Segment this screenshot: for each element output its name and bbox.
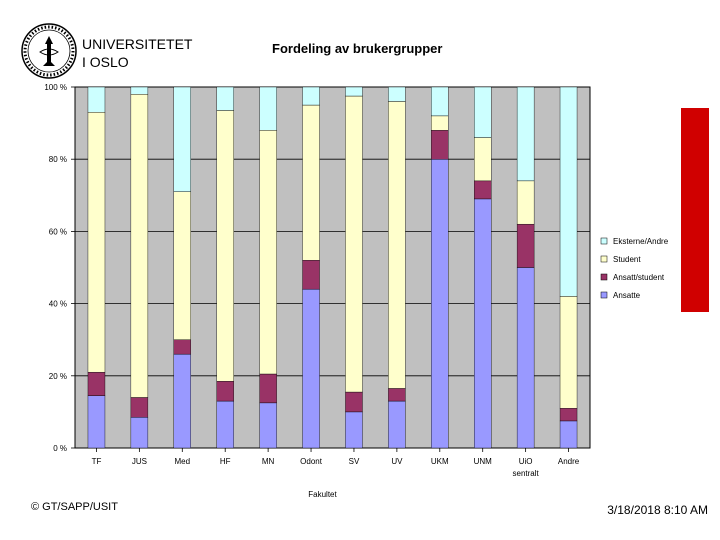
legend-swatch <box>600 255 608 263</box>
bar-segment <box>130 94 149 398</box>
x-tick-label: MN <box>262 457 275 466</box>
bar-segment <box>173 339 191 355</box>
bar-segment <box>302 104 320 261</box>
bar-segment <box>431 115 449 131</box>
bar-segment <box>259 130 277 375</box>
bar-segment <box>474 86 492 138</box>
x-tick-label: UV <box>391 457 403 466</box>
bar-segment <box>173 353 191 449</box>
y-tick-label: 0 % <box>53 444 67 453</box>
red-accent-bar <box>681 108 709 312</box>
x-tick-label: Andre <box>558 457 580 466</box>
footer-copyright: © GT/SAPP/USIT <box>31 501 118 513</box>
y-tick-label: 40 % <box>49 300 67 309</box>
bar-segment <box>87 395 106 449</box>
bar-segment <box>216 400 234 449</box>
bar-segment <box>87 371 106 396</box>
x-tick-label: UiO sentralt <box>513 457 540 478</box>
bar-segment <box>431 158 449 449</box>
bar-segment <box>388 86 406 102</box>
bar-segment <box>345 86 363 97</box>
legend-swatch <box>600 291 608 299</box>
bar-segment <box>516 223 535 268</box>
legend-label: Ansatt/student <box>613 273 665 282</box>
org-name-line2: I OSLO <box>82 54 129 70</box>
legend-label: Eksterne/Andre <box>613 237 669 246</box>
y-tick-label: 60 % <box>49 227 67 236</box>
bar-segment <box>302 288 320 449</box>
bar-segment <box>302 260 320 290</box>
bar-segment <box>559 408 578 422</box>
x-tick-label: JUS <box>132 457 147 466</box>
x-tick-label: UNM <box>474 457 493 466</box>
x-tick-label: HF <box>220 457 231 466</box>
bar-segment <box>559 296 578 409</box>
bar-segment <box>388 400 406 449</box>
x-tick-label: UKM <box>431 457 449 466</box>
bar-segment <box>345 95 363 393</box>
bar-segment <box>516 86 535 182</box>
bar-segment <box>388 388 406 402</box>
bar-segment <box>559 86 578 297</box>
bar-segment <box>474 137 492 182</box>
bar-segment <box>130 397 149 418</box>
bar-segment <box>173 191 191 340</box>
plot-area <box>74 86 591 449</box>
bar-segment <box>259 373 277 404</box>
bar-segment <box>474 180 492 200</box>
y-tick-label: 20 % <box>49 372 67 381</box>
bar-segment <box>559 420 578 449</box>
bar-segment <box>431 86 449 117</box>
bar-segment <box>87 86 106 113</box>
bar-segment <box>516 267 535 449</box>
bar-segment <box>516 180 535 225</box>
bar-segment <box>173 86 191 192</box>
chart-title: Fordeling av brukergrupper <box>272 41 443 56</box>
bar-segment <box>431 130 449 160</box>
legend-label: Student <box>613 255 641 264</box>
bar-segment <box>216 110 234 382</box>
y-tick-label: 100 % <box>44 83 67 92</box>
bar-segment <box>388 101 406 389</box>
x-tick-label: TF <box>92 457 102 466</box>
bar-segment <box>302 86 320 106</box>
x-tick-label: Med <box>175 457 191 466</box>
x-axis-label: Fakultet <box>308 490 337 499</box>
y-tick-label: 80 % <box>49 155 67 164</box>
legend-swatch <box>600 273 608 281</box>
x-tick-label: SV <box>349 457 360 466</box>
x-tick-label: Odont <box>300 457 323 466</box>
legend-label: Ansatte <box>613 291 641 300</box>
bar-segment <box>216 381 234 402</box>
bar-segment <box>259 402 277 449</box>
bar-segment <box>345 411 363 449</box>
footer-datetime: 3/18/2018 8:10 AM <box>607 503 708 517</box>
bar-segment <box>474 198 492 449</box>
bar-segment <box>259 86 277 131</box>
bar-segment <box>345 391 363 413</box>
bar-segment <box>87 112 106 373</box>
university-seal-icon <box>21 23 77 79</box>
bar-segment <box>130 417 149 449</box>
bar-segment <box>216 86 234 111</box>
legend-swatch <box>600 237 608 245</box>
org-name-line1: UNIVERSITETET <box>82 36 193 52</box>
bar-segment <box>130 86 149 95</box>
